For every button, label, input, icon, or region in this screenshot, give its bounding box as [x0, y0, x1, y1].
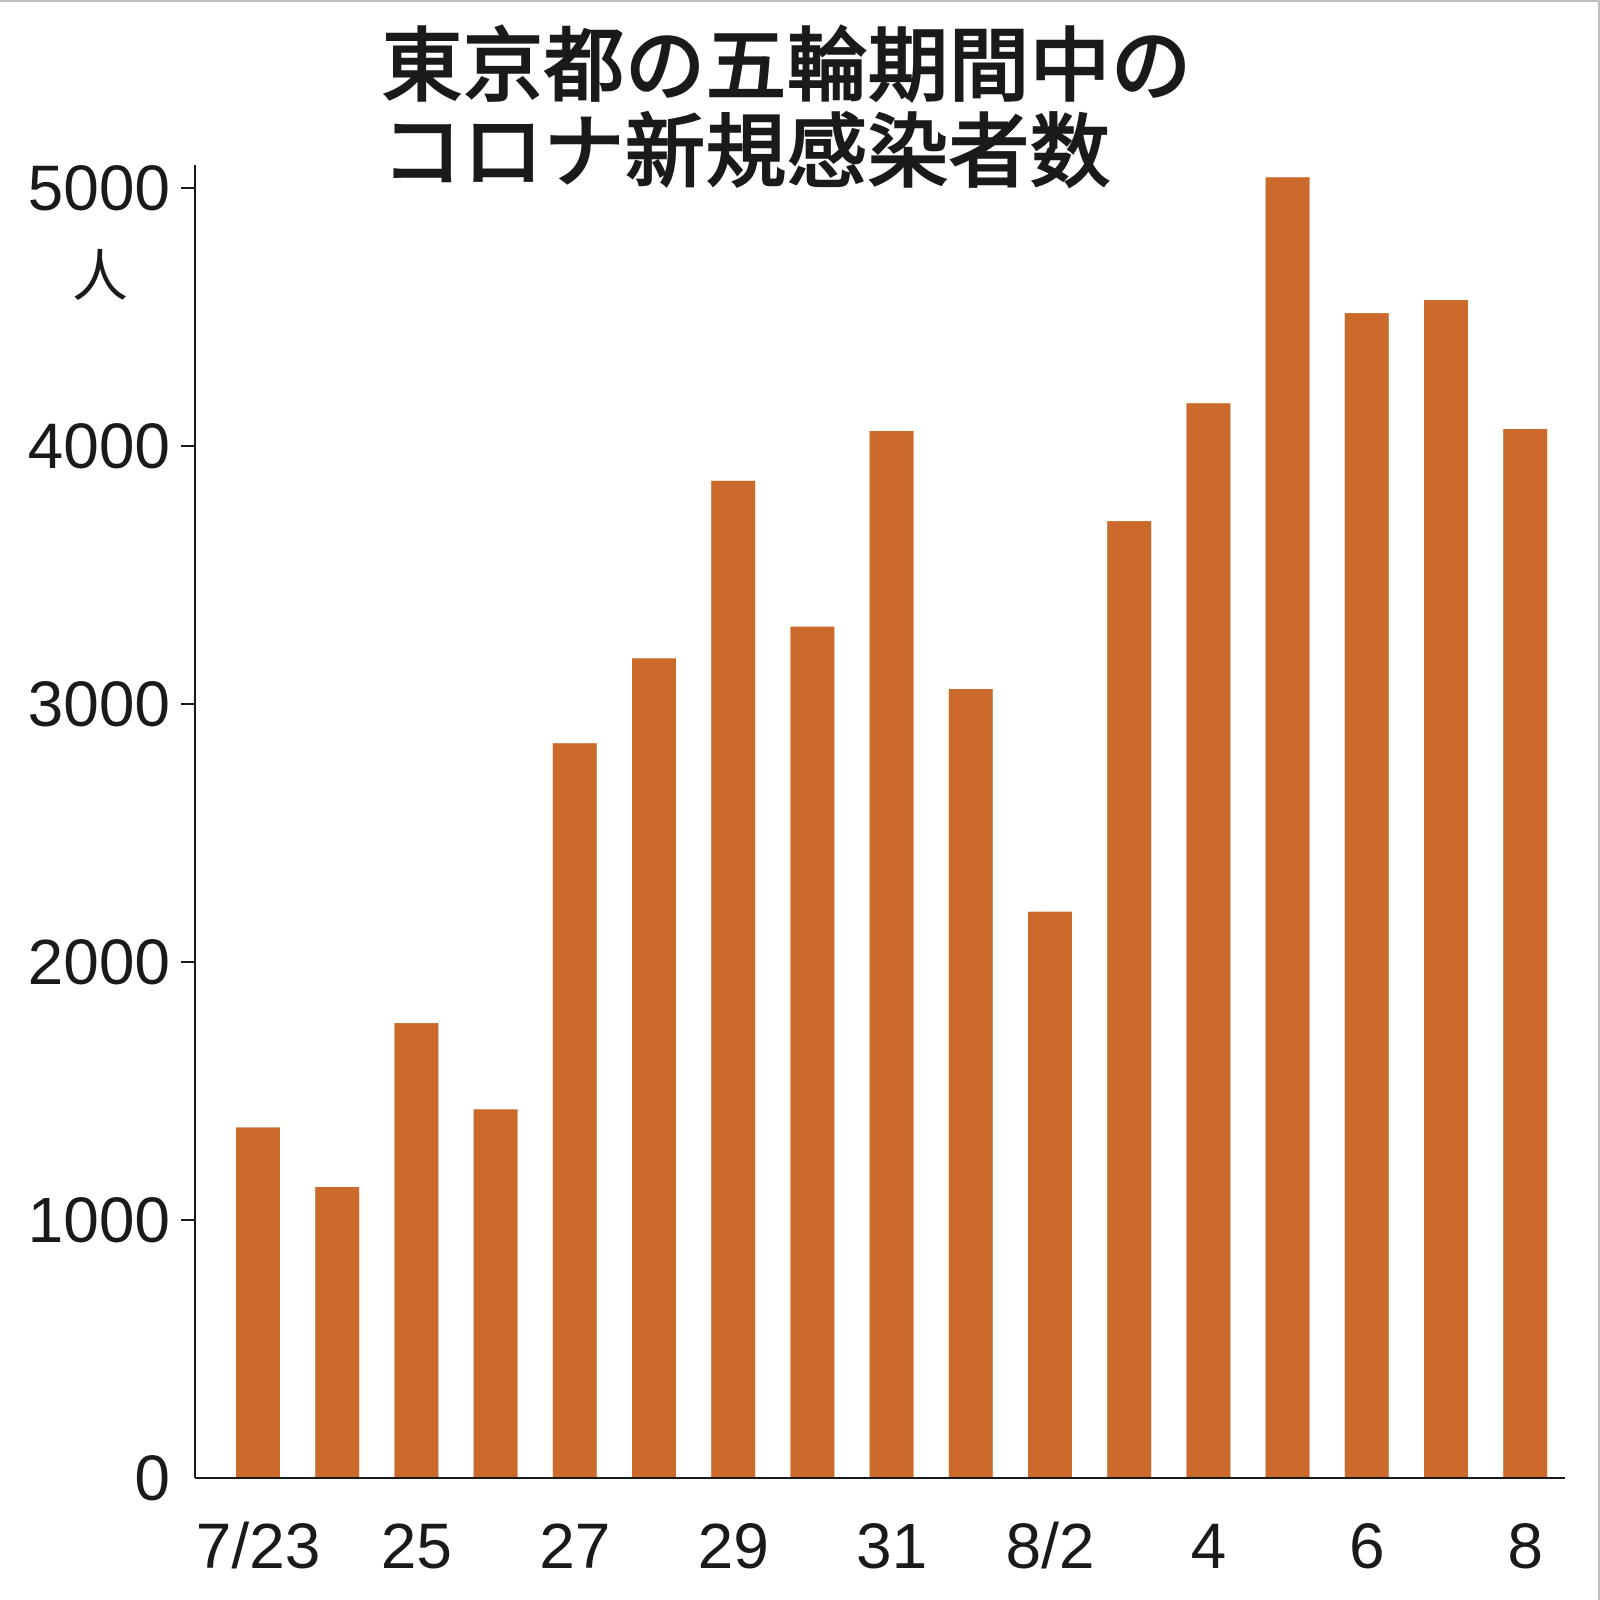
chart-title-line-1: 東京都の五輪期間中の [382, 20, 1192, 113]
x-tick-label: 27 [539, 1510, 610, 1582]
bar-8-5 [1265, 177, 1310, 1479]
x-tick-label: 8 [1507, 1510, 1543, 1582]
bar-8-4 [1186, 403, 1231, 1479]
y-tick-label: 0 [134, 1442, 170, 1514]
bar-7-31 [869, 431, 914, 1478]
x-tick-label: 4 [1191, 1510, 1227, 1582]
x-tick-label: 25 [381, 1510, 452, 1582]
x-tick-label: 29 [698, 1510, 769, 1582]
x-tick-label: 8/2 [1006, 1510, 1095, 1582]
bars-group [236, 177, 1548, 1479]
bar-7-26 [473, 1109, 518, 1478]
y-tick-label: 4000 [28, 410, 170, 482]
bar-8-7 [1424, 300, 1468, 1478]
bar-7-29 [711, 480, 756, 1478]
y-axis-ticks: 0 1000 2000 3000 4000 5000 [28, 152, 195, 1514]
bar-7-24 [315, 1187, 360, 1478]
bar-8-6 [1344, 313, 1389, 1479]
bar-8-2 [1028, 911, 1072, 1478]
bar-8-3 [1107, 521, 1152, 1478]
bar-7-27 [552, 743, 597, 1478]
bar-7-28 [632, 658, 676, 1478]
y-tick-label: 3000 [28, 668, 170, 740]
chart-title: 東京都の五輪期間中の コロナ新規感染者数 [382, 24, 1192, 196]
chart-title-line-2: コロナ新規感染者数 [382, 106, 1111, 199]
y-tick-label: 5000 [28, 152, 170, 224]
bar-8-1 [948, 689, 993, 1478]
x-axis-ticks: 7/23 25 27 29 31 8/2 4 6 8 [196, 1510, 1543, 1582]
x-tick-label: 7/23 [196, 1510, 321, 1582]
x-tick-label: 31 [856, 1510, 927, 1582]
x-tick-label: 6 [1349, 1510, 1385, 1582]
bar-7-23 [236, 1127, 280, 1478]
y-axis-unit-label: 人 [72, 245, 128, 308]
bar-7-30 [790, 626, 835, 1478]
bar-7-25 [394, 1023, 439, 1478]
y-tick-label: 1000 [28, 1184, 170, 1256]
y-tick-label: 2000 [28, 926, 170, 998]
bar-8-8 [1503, 429, 1548, 1478]
